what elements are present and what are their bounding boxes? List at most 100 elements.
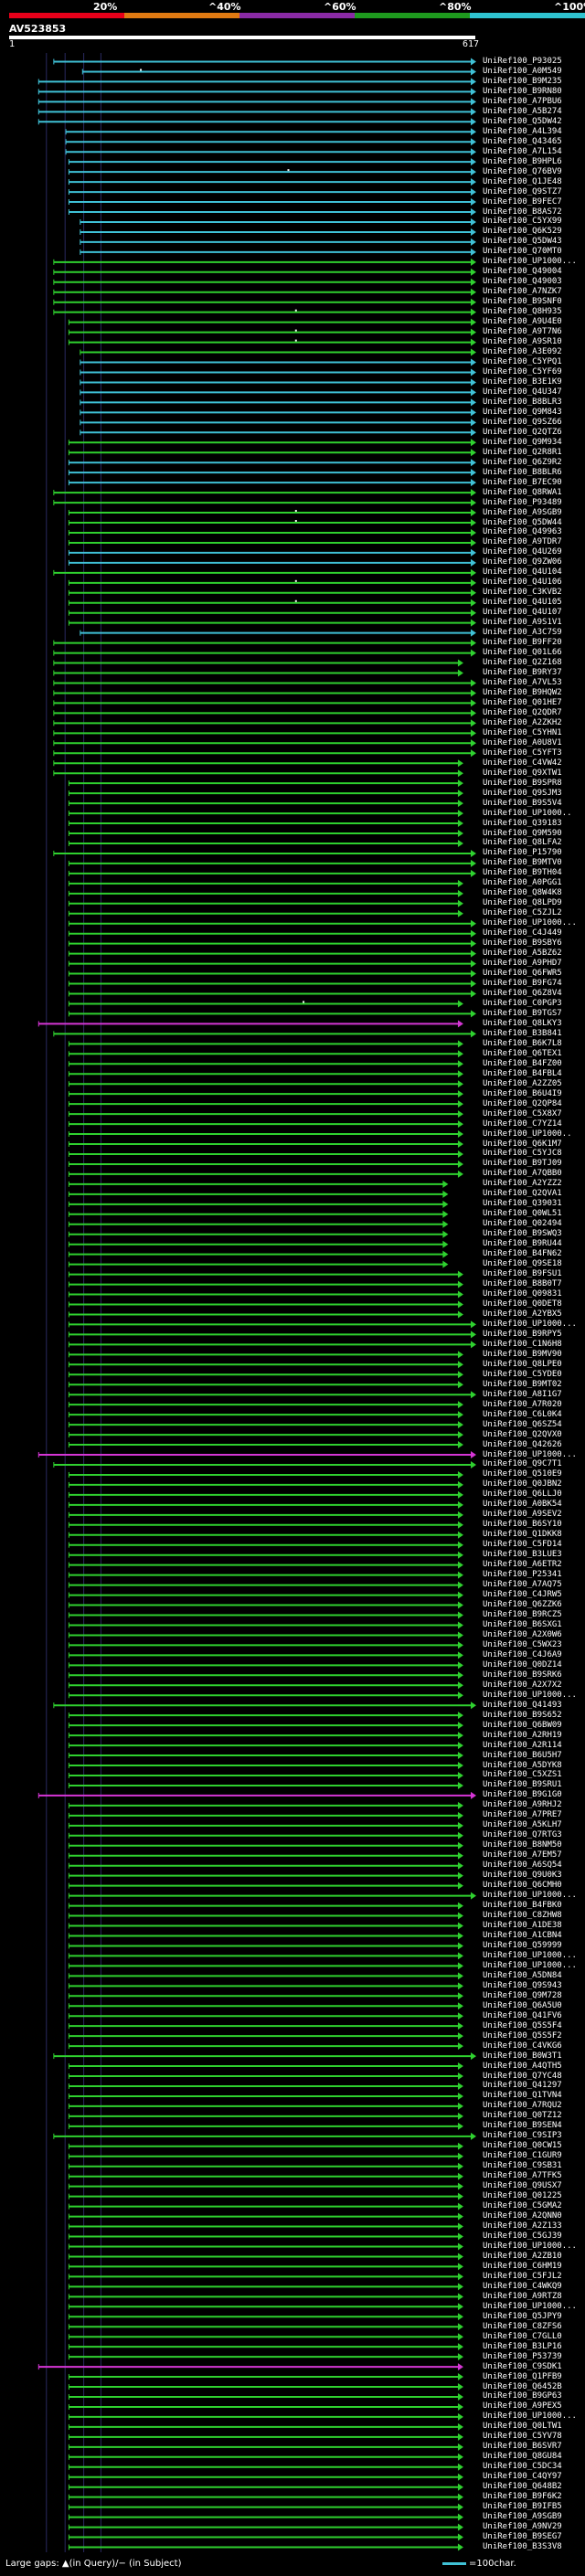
hit-label[interactable]: UniRef100_B9S5V4 <box>483 798 562 808</box>
hit-label[interactable]: UniRef100_Q6FWR5 <box>483 969 562 979</box>
hit-label[interactable]: UniRef100_UP1000... <box>483 1960 577 1970</box>
hit-label[interactable]: UniRef100_A2R114 <box>483 1740 562 1750</box>
hit-label[interactable]: UniRef100_B4FBK0 <box>483 1901 562 1911</box>
hit-label[interactable]: UniRef100_Q8W4K8 <box>483 888 562 898</box>
hit-label[interactable]: UniRef100_B9TH04 <box>483 868 562 878</box>
hit-label[interactable]: UniRef100_A0BK54 <box>483 1500 562 1510</box>
hit-label[interactable]: UniRef100_B9TGS7 <box>483 1008 562 1018</box>
hit-label[interactable]: UniRef100_UP1000... <box>483 1950 577 1960</box>
hit-label[interactable]: UniRef100_A7QBB0 <box>483 1169 562 1179</box>
hit-label[interactable]: UniRef100_C9SB31 <box>483 2161 562 2171</box>
hit-label[interactable]: UniRef100_Q9SE18 <box>483 1259 562 1269</box>
hit-label[interactable]: UniRef100_C5YV78 <box>483 2432 562 2442</box>
hit-label[interactable]: UniRef100_A2X7X2 <box>483 1680 562 1690</box>
hit-label[interactable]: UniRef100_A7RQU2 <box>483 2101 562 2111</box>
hit-label[interactable]: UniRef100_C5GMA2 <box>483 2201 562 2211</box>
hit-label[interactable]: UniRef100_Q1PFB9 <box>483 2371 562 2381</box>
hit-label[interactable]: UniRef100_C4VW42 <box>483 758 562 768</box>
hit-label[interactable]: UniRef100_A9SEV2 <box>483 1510 562 1520</box>
hit-label[interactable]: UniRef100_B6SXG1 <box>483 1619 562 1629</box>
hit-label[interactable]: UniRef100_B3E1K9 <box>483 376 562 387</box>
hit-label[interactable]: UniRef100_Q9M934 <box>483 437 562 447</box>
hit-label[interactable]: UniRef100_B9SRU1 <box>483 1780 562 1790</box>
hit-label[interactable]: UniRef100_A2ZB10 <box>483 2251 562 2261</box>
hit-label[interactable]: UniRef100_Q01L66 <box>483 648 562 658</box>
hit-label[interactable]: UniRef100_C5YHN1 <box>483 727 562 737</box>
hit-label[interactable]: UniRef100_Q39183 <box>483 818 562 828</box>
hit-label[interactable]: UniRef100_B9SPR8 <box>483 778 562 788</box>
hit-label[interactable]: UniRef100_B9SEN4 <box>483 2121 562 2131</box>
hit-label[interactable]: UniRef100_Q9U0K3 <box>483 1871 562 1881</box>
hit-label[interactable]: UniRef100_B8BLR6 <box>483 467 562 477</box>
hit-label[interactable]: UniRef100_A9SGB9 <box>483 2512 562 2522</box>
hit-label[interactable]: UniRef100_Q6Z8V4 <box>483 988 562 998</box>
hit-label[interactable]: UniRef100_UP1000... <box>483 1449 577 1459</box>
hit-label[interactable]: UniRef100_C5YF69 <box>483 366 562 376</box>
hit-label[interactable]: UniRef100_Q5S5F2 <box>483 2030 562 2041</box>
hit-label[interactable]: UniRef100_A7VL53 <box>483 677 562 687</box>
hit-label[interactable]: UniRef100_Q6LLJ0 <box>483 1489 562 1500</box>
hit-label[interactable]: UniRef100_Q5JPY9 <box>483 2311 562 2321</box>
hit-label[interactable]: UniRef100_Q7RTG3 <box>483 1830 562 1840</box>
hit-label[interactable]: UniRef100_Q4U105 <box>483 598 562 608</box>
hit-label[interactable]: UniRef100_B9MTV0 <box>483 858 562 868</box>
hit-label[interactable]: UniRef100_Q5DW43 <box>483 237 562 247</box>
hit-label[interactable]: UniRef100_B9GP63 <box>483 2391 562 2401</box>
hit-label[interactable]: UniRef100_Q5DW44 <box>483 517 562 527</box>
hit-label[interactable]: UniRef100_C9SIP3 <box>483 2131 562 2141</box>
hit-label[interactable]: UniRef100_Q6K529 <box>483 227 562 237</box>
hit-label[interactable]: UniRef100_B4FZ00 <box>483 1058 562 1068</box>
hit-label[interactable]: UniRef100_C4J449 <box>483 928 562 938</box>
hit-label[interactable]: UniRef100_P93025 <box>483 56 562 66</box>
hit-label[interactable]: UniRef100_B6U4I9 <box>483 1088 562 1098</box>
hit-label[interactable]: UniRef100_B9RN80 <box>483 86 562 96</box>
hit-label[interactable]: UniRef100_Q9STZ7 <box>483 186 562 196</box>
hit-label[interactable]: UniRef100_Q1TVN4 <box>483 2091 562 2101</box>
hit-label[interactable]: UniRef100_A7PBU6 <box>483 96 562 106</box>
hit-label[interactable]: UniRef100_A7NZK7 <box>483 287 562 297</box>
hit-label[interactable]: UniRef100_Q0JBN2 <box>483 1479 562 1489</box>
hit-label[interactable]: UniRef100_Q1DKK8 <box>483 1530 562 1540</box>
hit-label[interactable]: UniRef100_A3E092 <box>483 347 562 357</box>
hit-label[interactable]: UniRef100_B9IFB5 <box>483 2502 562 2512</box>
hit-label[interactable]: UniRef100_Q2QVA1 <box>483 1189 562 1199</box>
hit-label[interactable]: UniRef100_C8ZFS6 <box>483 2321 562 2331</box>
hit-label[interactable]: UniRef100_Q9XTW1 <box>483 768 562 778</box>
hit-label[interactable]: UniRef100_Q2Z168 <box>483 658 562 668</box>
hit-label[interactable]: UniRef100_Q0DZ14 <box>483 1659 562 1670</box>
hit-label[interactable]: UniRef100_C5DC34 <box>483 2462 562 2472</box>
hit-label[interactable]: UniRef100_A5BZ62 <box>483 949 562 959</box>
hit-label[interactable]: UniRef100_Q9USX7 <box>483 2181 562 2191</box>
hit-label[interactable]: UniRef100_A4QTH5 <box>483 2061 562 2071</box>
hit-label[interactable]: UniRef100_UP1000.. <box>483 808 572 818</box>
hit-label[interactable]: UniRef100_C4QY97 <box>483 2472 562 2482</box>
hit-label[interactable]: UniRef100_Q8RWA1 <box>483 487 562 497</box>
hit-label[interactable]: UniRef100_A5B274 <box>483 106 562 116</box>
hit-label[interactable]: UniRef100_UP1000... <box>483 2301 577 2311</box>
hit-label[interactable]: UniRef100_B9MT02 <box>483 1379 562 1389</box>
hit-label[interactable]: UniRef100_Q2QTZ6 <box>483 427 562 437</box>
hit-label[interactable]: UniRef100_Q7YC48 <box>483 2071 562 2081</box>
hit-label[interactable]: UniRef100_C5YJC8 <box>483 1149 562 1159</box>
hit-label[interactable]: UniRef100_Q5S5F4 <box>483 2020 562 2030</box>
hit-label[interactable]: UniRef100_A0U8V1 <box>483 737 562 747</box>
hit-label[interactable]: UniRef100_Q4U104 <box>483 567 562 578</box>
hit-label[interactable]: UniRef100_Q9M843 <box>483 407 562 417</box>
hit-label[interactable]: UniRef100_A9RTZ8 <box>483 2291 562 2301</box>
hit-label[interactable]: UniRef100_A5DN84 <box>483 1970 562 1980</box>
hit-label[interactable]: UniRef100_A2YBX5 <box>483 1309 562 1319</box>
hit-label[interactable]: UniRef100_Q8LFA2 <box>483 838 562 848</box>
hit-label[interactable]: UniRef100_UP1000... <box>483 257 577 267</box>
hit-label[interactable]: UniRef100_P53739 <box>483 2351 562 2361</box>
hit-label[interactable]: UniRef100_C5FJL2 <box>483 2271 562 2281</box>
hit-label[interactable]: UniRef100_Q02494 <box>483 1219 562 1229</box>
hit-label[interactable]: UniRef100_B9RU44 <box>483 1239 562 1249</box>
hit-label[interactable]: UniRef100_B9RPY5 <box>483 1329 562 1339</box>
hit-label[interactable]: UniRef100_A2X0W6 <box>483 1629 562 1639</box>
hit-label[interactable]: UniRef100_C5YX99 <box>483 217 562 227</box>
hit-label[interactable]: UniRef100_A9PHD7 <box>483 959 562 969</box>
hit-label[interactable]: UniRef100_A7PRE7 <box>483 1810 562 1820</box>
hit-label[interactable]: UniRef100_Q8H935 <box>483 307 562 317</box>
hit-label[interactable]: UniRef100_Q49004 <box>483 267 562 277</box>
hit-label[interactable]: UniRef100_C6L0K4 <box>483 1409 562 1419</box>
